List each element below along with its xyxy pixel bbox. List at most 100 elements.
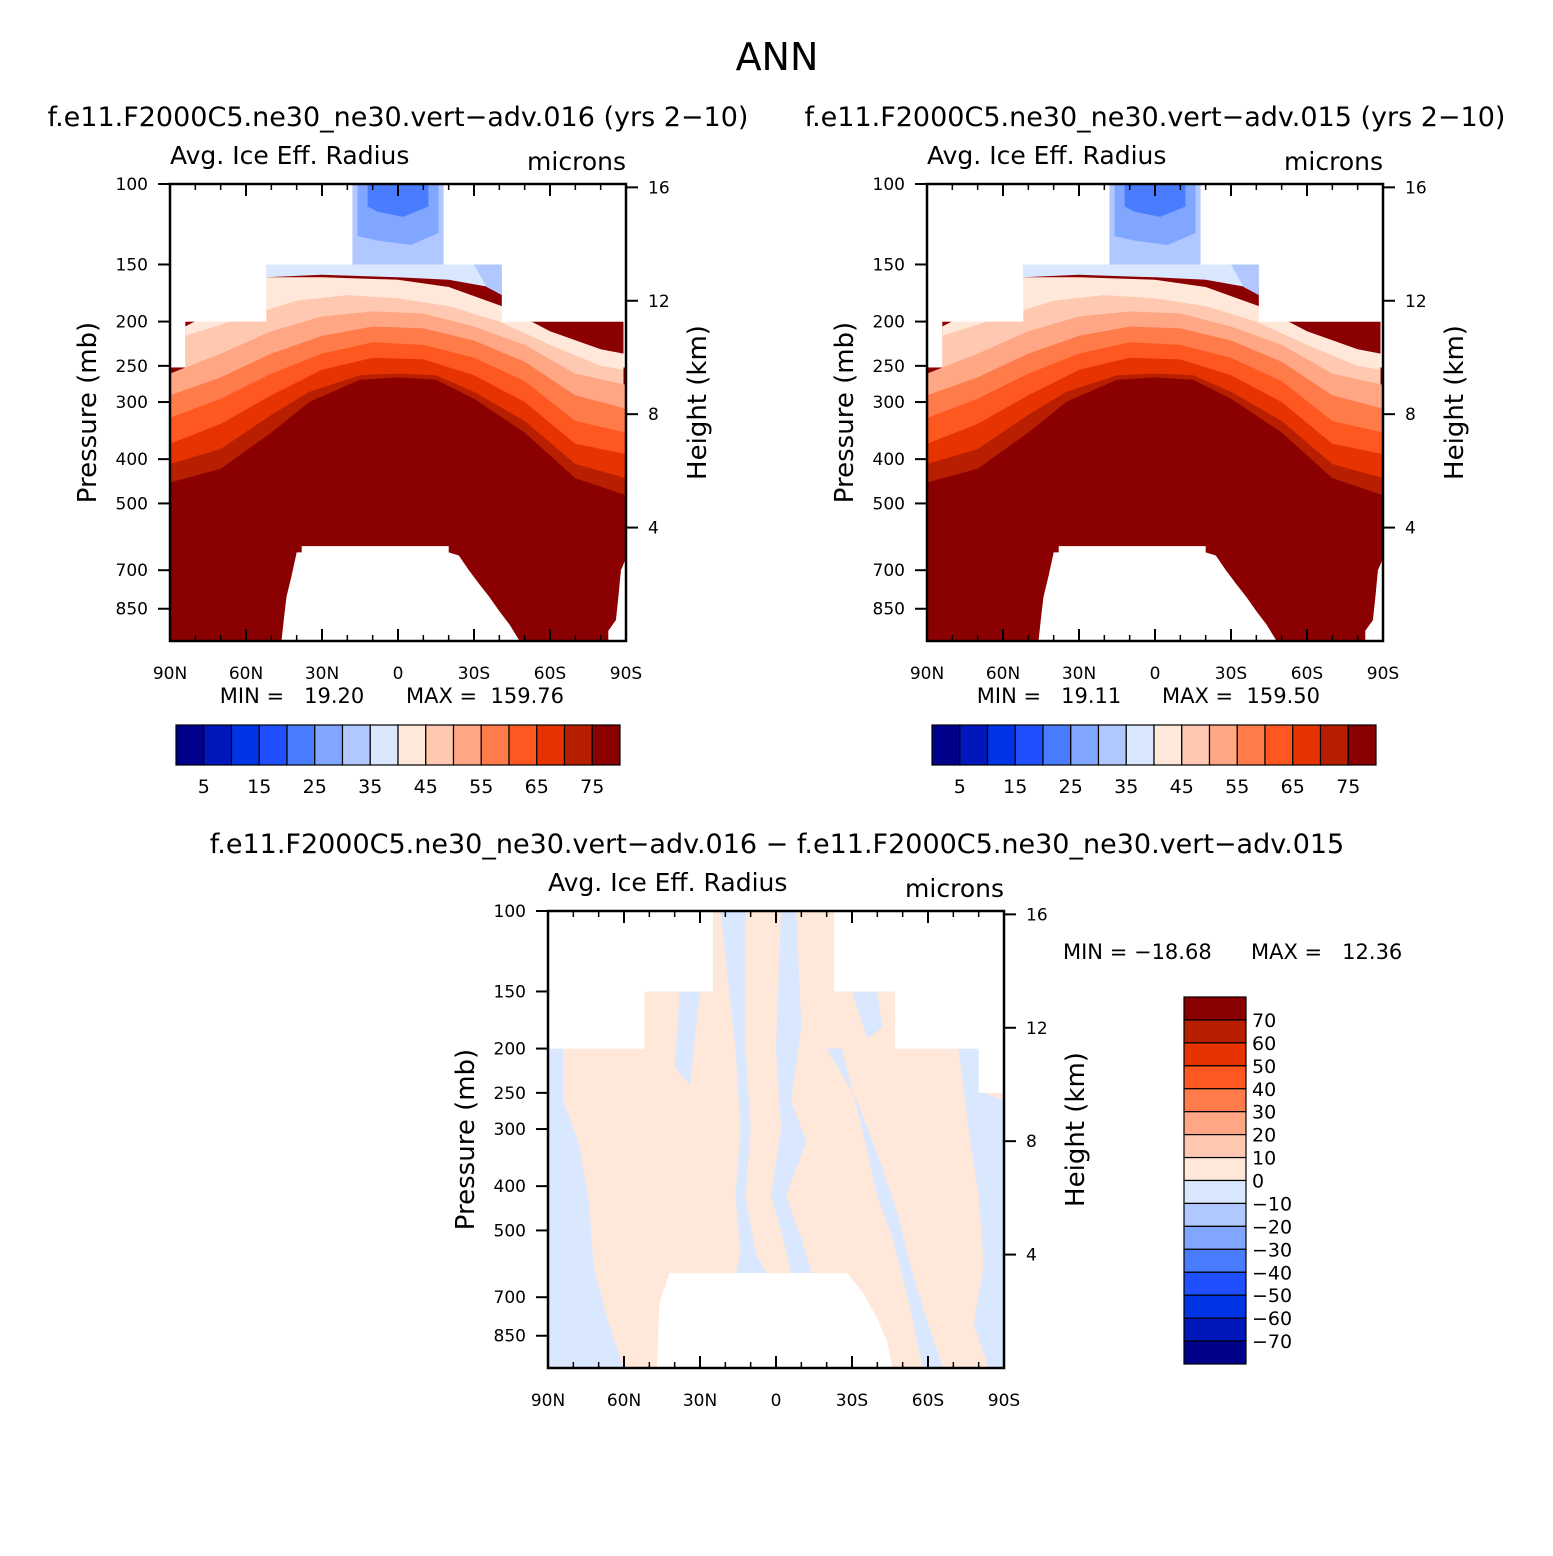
y-right-tick-label: 8 [1026, 1132, 1037, 1152]
colorbar-swatch [1183, 1202, 1247, 1227]
y-tick-label: 850 [116, 600, 148, 620]
contour-band [938, 1048, 1004, 1368]
colorbar-label: 35 [358, 776, 382, 798]
colorbar-label: −70 [1252, 1331, 1292, 1353]
page-title: ANN [736, 35, 819, 79]
y-tick-label: 500 [494, 1221, 526, 1241]
missing-region [170, 184, 353, 368]
colorbar-label: −30 [1252, 1239, 1292, 1261]
y-tick-label: 400 [873, 450, 905, 470]
colorbar-label: 15 [247, 776, 271, 798]
colorbar-swatch [986, 724, 1016, 766]
y-tick-label: 200 [116, 313, 148, 333]
colorbar-label: 75 [1336, 776, 1360, 798]
variable-label: Avg. Ice Eff. Radius [170, 141, 409, 170]
panel-case-016: f.e11.F2000C5.ne30_ne30.vert−adv.016 (yr… [48, 102, 749, 798]
max-label: MAX = 159.76 [406, 684, 564, 708]
x-tick-label: 90N [153, 664, 187, 684]
y-right-tick-label: 16 [1026, 905, 1048, 925]
contour-band [266, 264, 502, 290]
y-right-tick-label: 8 [648, 405, 659, 425]
missing-region [443, 184, 626, 368]
x-tick-label: 30N [305, 664, 339, 684]
colorbar-swatch [1125, 724, 1155, 766]
y-tick-label: 150 [873, 255, 905, 275]
y-right-tick-label: 12 [648, 292, 670, 312]
contour-band [548, 1048, 624, 1368]
colorbar: 5 15 25 35 45 55 65 75 [175, 724, 621, 798]
colorbar-label: 35 [1114, 776, 1138, 798]
x-tick-label: 90S [1367, 664, 1399, 684]
missing-region [548, 911, 713, 1049]
x-tick-label: 60N [986, 664, 1020, 684]
colorbar-label: −60 [1252, 1308, 1292, 1330]
units-label: microns [905, 874, 1004, 903]
contour-band [170, 377, 626, 641]
colorbar-swatch [1153, 724, 1183, 766]
x-tick-label: 90N [531, 1391, 565, 1411]
x-tick-label: 60N [229, 664, 263, 684]
contour-band [1124, 184, 1186, 217]
contour-band [1231, 264, 1259, 296]
min-label: MIN = −18.68 [1063, 940, 1212, 964]
surface-mask [1365, 558, 1383, 641]
colorbar-label: −20 [1252, 1216, 1292, 1238]
units-label: microns [527, 147, 626, 176]
colorbar-swatch [591, 724, 621, 766]
contour-band [927, 377, 1383, 641]
colorbar-swatch [959, 724, 989, 766]
colorbar-swatch [1292, 724, 1322, 766]
colorbar-swatch [203, 724, 233, 766]
colorbar-label: −50 [1252, 1285, 1292, 1307]
colorbar-swatch [1183, 1340, 1247, 1365]
colorbar-label: 20 [1252, 1125, 1276, 1147]
missing-region [834, 911, 1004, 1093]
x-tick-label: 30S [458, 664, 490, 684]
colorbar-swatch [1183, 1019, 1247, 1044]
y-axis-label: Pressure (mb) [830, 322, 860, 503]
colorbar-swatch [1183, 1111, 1247, 1136]
y-right-tick-label: 8 [1405, 405, 1416, 425]
y-tick-label: 700 [116, 561, 148, 581]
contour-field [927, 184, 1383, 641]
y-tick-label: 300 [494, 1120, 526, 1140]
max-label: MAX = 12.36 [1251, 940, 1402, 964]
colorbar-swatch [1183, 1042, 1247, 1067]
x-tick-label: 30N [683, 1391, 717, 1411]
y-tick-label: 250 [873, 357, 905, 377]
case-title: f.e11.F2000C5.ne30_ne30.vert−adv.015 (yr… [805, 102, 1506, 133]
y-tick-label: 150 [494, 982, 526, 1002]
y-right-tick-label: 16 [648, 178, 670, 198]
panel-case-015: f.e11.F2000C5.ne30_ne30.vert−adv.015 (yr… [805, 102, 1506, 798]
colorbar-swatch [230, 724, 260, 766]
y-tick-label: 100 [873, 175, 905, 195]
colorbar-label: 50 [1252, 1056, 1276, 1078]
colorbar-swatch [1097, 724, 1127, 766]
y-tick-label: 150 [116, 255, 148, 275]
y-tick-label: 300 [116, 393, 148, 413]
colorbar-label: 5 [198, 776, 210, 798]
colorbar-swatch [425, 724, 455, 766]
x-tick-label: 60N [607, 1391, 641, 1411]
contour-band [770, 911, 812, 1274]
colorbar-swatch [1183, 1134, 1247, 1159]
colorbar-label: 10 [1252, 1148, 1276, 1170]
colorbar-swatch [1183, 1225, 1247, 1250]
contour-band [826, 1048, 944, 1368]
colorbar-swatch [1183, 1156, 1247, 1182]
colorbar-swatch [314, 724, 344, 766]
case-title: f.e11.F2000C5.ne30_ne30.vert−adv.016 (yr… [48, 102, 749, 133]
colorbar-label: 45 [414, 776, 438, 798]
colorbar-label: 40 [1252, 1079, 1276, 1101]
missing-region [927, 184, 1110, 368]
y-tick-label: 100 [116, 175, 148, 195]
colorbar-label: 65 [525, 776, 549, 798]
colorbar-label: 5 [954, 776, 966, 798]
surface-mask [281, 546, 520, 641]
colorbar-swatch [480, 724, 510, 766]
colorbar-swatch [1264, 724, 1294, 766]
colorbar-label: 25 [303, 776, 327, 798]
x-tick-label: 30S [836, 1391, 868, 1411]
units-label: microns [1284, 147, 1383, 176]
